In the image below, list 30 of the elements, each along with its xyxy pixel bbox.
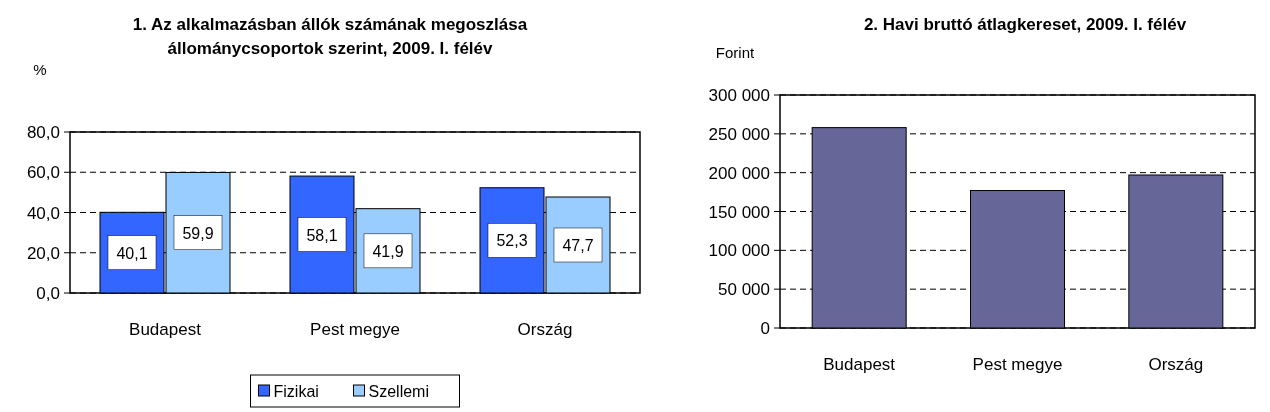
- data-label: 52,3: [496, 232, 528, 250]
- x-tick-label: Pest megye: [972, 355, 1063, 374]
- data-label: 59,9: [182, 224, 214, 242]
- y-tick-label: 300 000: [708, 86, 770, 105]
- x-tick-label: Ország: [517, 320, 573, 339]
- chart-title: 2. Havi bruttó átlagkereset, 2009. I. félév: [863, 15, 1187, 34]
- y-tick-label: 0: [760, 319, 770, 338]
- y-tick-label: 80,0: [26, 123, 60, 142]
- y-tick-label: 40,0: [26, 203, 60, 223]
- x-tick-label: Budapest: [823, 355, 896, 374]
- chart-title: 1. Az alkalmazásban állók számának megoszlása állománycsoportok szerint, 2009. I. félév: [132, 15, 528, 58]
- data-label: 40,1: [116, 244, 148, 262]
- data-label: 41,9: [372, 242, 404, 260]
- y-tick-label: 20,0: [26, 243, 60, 263]
- legend-label: Fizikai: [273, 383, 319, 400]
- data-label: 47,7: [562, 237, 594, 254]
- y-tick-label: 200 000: [708, 163, 770, 183]
- legend-label: Szellemi: [368, 383, 429, 400]
- y-tick-label: 50 000: [718, 280, 770, 300]
- y-tick-label: 150 000: [708, 202, 770, 222]
- y-axis-title: Forint: [715, 44, 755, 61]
- x-tick-label: Ország: [1148, 355, 1204, 374]
- x-tick-label: Pest megye: [310, 320, 400, 339]
- x-tick-label: Budapest: [129, 320, 202, 339]
- y-tick-label: 100 000: [708, 241, 770, 261]
- y-tick-label: 0,0: [36, 284, 60, 303]
- data-label: 58,1: [306, 226, 338, 244]
- y-tick-label: 60,0: [26, 163, 60, 183]
- y-tick-label: 250 000: [708, 124, 770, 144]
- y-axis-title: %: [33, 61, 47, 78]
